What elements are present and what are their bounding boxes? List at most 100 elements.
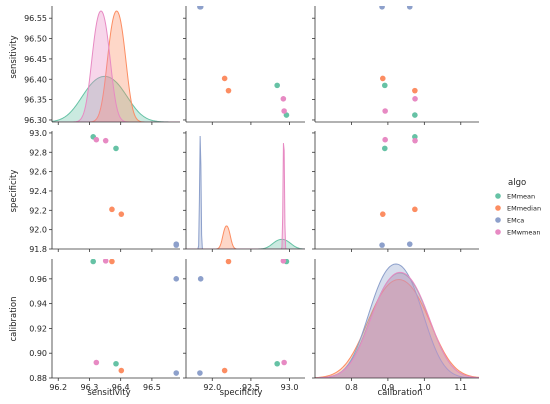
point-emwmean-2 xyxy=(412,137,418,144)
panel-calibration-vs-calibration: 0.8 0.9 1.0 1.1 xyxy=(312,259,479,392)
y-label-calibration: calibration xyxy=(9,297,19,342)
point-emmedian-1 xyxy=(118,211,125,217)
panel-marks xyxy=(197,6,290,118)
y-tick-label: 0.96 xyxy=(29,275,47,284)
y-tick-label: 91.8 xyxy=(29,245,47,254)
point-emmean-1 xyxy=(274,360,280,367)
point-emmean-2 xyxy=(90,259,97,265)
x-tick-label: 1.1 xyxy=(454,383,467,392)
y-tick-label: 93.0 xyxy=(29,129,47,138)
point-emmedian-1 xyxy=(379,211,386,217)
panel-marks xyxy=(186,135,305,249)
y-tick-label: 96.50 xyxy=(24,35,47,44)
x-label-sensitivity: sensitivity xyxy=(87,388,130,398)
y-tick-label: 0.88 xyxy=(29,374,47,383)
panel-sensitivity-vs-specificity xyxy=(183,6,305,125)
point-emwmean-1 xyxy=(93,136,100,143)
legend-entry-emca: EMca xyxy=(495,217,524,225)
legend-label-emmedian: EMmedian xyxy=(507,205,541,213)
y-tick-label: 0.94 xyxy=(29,300,47,309)
legend-marker-emmedian xyxy=(495,205,501,211)
panel-sensitivity-vs-sensitivity: 96.30 96.35 96.40 96.45 96.50 96.55 xyxy=(24,6,180,125)
y-tick-label: 92.8 xyxy=(29,148,47,157)
legend: algo EMmean EMmedian EMca EMwmean xyxy=(495,178,541,237)
point-emca-2 xyxy=(173,241,180,247)
x-tick-label: 96.2 xyxy=(49,383,67,392)
kde-emwmean xyxy=(315,271,479,378)
point-emmedian-2 xyxy=(412,87,418,94)
kde-emmedian xyxy=(52,10,180,122)
panel-specificity-vs-sensitivity: 91.8 92.0 92.2 92.4 92.6 92.8 93.0 xyxy=(29,129,180,254)
panels: 96.3096.3596.4096.4596.5096.5591.892.092… xyxy=(24,6,479,392)
legend-entry-emmean: EMmean xyxy=(495,193,535,201)
point-emmedian-1 xyxy=(221,367,228,374)
y-tick-label: 96.55 xyxy=(24,14,47,23)
legend-title: algo xyxy=(508,178,526,188)
x-label-specificity: specificity xyxy=(220,388,263,398)
panel-marks xyxy=(90,134,180,248)
point-emwmean-1 xyxy=(281,108,287,114)
x-tick-label: 93.0 xyxy=(281,383,299,392)
point-emwmean-1 xyxy=(281,359,287,366)
y-tick-label: 92.6 xyxy=(29,168,47,177)
y-tick-label: 96.30 xyxy=(24,116,47,125)
y-tick-label: 96.45 xyxy=(24,55,47,64)
point-emmean-1 xyxy=(274,82,280,89)
legend-label-emca: EMca xyxy=(507,217,524,225)
point-emmean-1 xyxy=(381,145,388,152)
point-emwmean-2 xyxy=(412,96,418,102)
x-tick-label: 0.8 xyxy=(345,383,358,392)
y-tick-label: 92.0 xyxy=(29,226,47,235)
point-emwmean-1 xyxy=(93,359,100,366)
point-emwmean-1 xyxy=(382,136,388,143)
point-emca-1 xyxy=(379,6,385,10)
point-emmedian-2 xyxy=(109,259,115,265)
point-emwmean-2 xyxy=(102,259,109,264)
legend-label-emwmean: EMwmean xyxy=(507,229,540,237)
legend-entry-emwmean: EMwmean xyxy=(495,229,540,237)
y-tick-label: 0.92 xyxy=(29,324,47,333)
y-tick-label: 0.90 xyxy=(29,349,47,358)
x-label-calibration: calibration xyxy=(378,388,423,398)
legend-entry-emmedian: EMmedian xyxy=(495,205,541,213)
point-emwmean-2 xyxy=(280,96,287,102)
y-tick-label: 96.40 xyxy=(24,75,47,84)
point-emmedian-2 xyxy=(225,87,232,94)
panel-calibration-vs-specificity: 92.0 92.5 93.0 xyxy=(183,259,305,392)
legend-marker-emca xyxy=(495,217,501,223)
kde-emwmean xyxy=(186,143,305,249)
kde-emca xyxy=(186,135,305,249)
y-tick-label: 92.2 xyxy=(29,206,47,215)
point-emmean-2 xyxy=(283,112,290,118)
point-emmean-2 xyxy=(412,112,418,118)
point-emmedian-2 xyxy=(412,206,418,213)
panel-sensitivity-vs-calibration xyxy=(312,6,479,125)
panel-marks xyxy=(379,6,418,118)
x-tick-label: 96.3 xyxy=(81,383,99,392)
y-label-sensitivity: sensitivity xyxy=(9,35,19,78)
point-emwmean-2 xyxy=(280,259,287,264)
y-label-specificity: specificity xyxy=(9,170,19,213)
x-tick-label: 0.9 xyxy=(382,383,395,392)
x-tick-label: 92.0 xyxy=(203,383,221,392)
panel-marks xyxy=(197,259,290,376)
panel-marks xyxy=(315,263,479,378)
panel-calibration-vs-sensitivity: 0.88 0.90 0.92 0.94 0.96 96.2 96.3 96.4 96.5 xyxy=(29,259,180,392)
panel-specificity-vs-calibration xyxy=(312,131,479,252)
panel-marks xyxy=(379,134,418,248)
panel-marks xyxy=(90,259,180,376)
point-emmedian-1 xyxy=(118,367,125,374)
point-emca-2 xyxy=(197,276,204,282)
point-emmedian-2 xyxy=(225,259,232,265)
point-emwmean-1 xyxy=(382,108,388,114)
kde-emmean xyxy=(186,238,305,249)
legend-marker-emmean xyxy=(495,193,501,199)
x-tick-label: 1.0 xyxy=(418,383,431,392)
point-emca-2 xyxy=(173,276,180,282)
panel-specificity-vs-specificity xyxy=(183,131,305,252)
point-emca-1 xyxy=(379,242,385,248)
x-tick-label: 92.5 xyxy=(242,383,260,392)
point-emmedian-1 xyxy=(379,75,386,82)
y-tick-label: 96.35 xyxy=(24,96,47,105)
